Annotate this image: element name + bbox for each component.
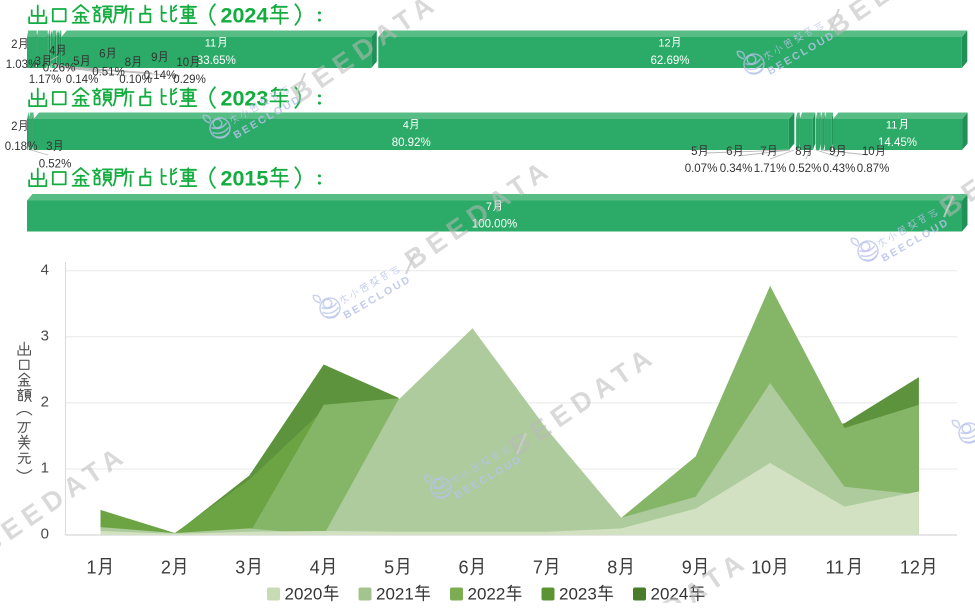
svg-text:8: 8 (125, 57, 131, 69)
svg-text:11: 11 (826, 557, 845, 577)
svg-text:0.52%: 0.52% (39, 159, 72, 171)
svg-text:0.18%: 0.18% (5, 141, 38, 153)
svg-text:11: 11 (886, 119, 897, 131)
svg-text:0.26%: 0.26% (43, 63, 76, 75)
svg-text:7: 7 (486, 201, 492, 213)
svg-text:3: 3 (46, 141, 52, 153)
svg-text:1.71%: 1.71% (754, 163, 787, 175)
svg-text:0.14%: 0.14% (144, 70, 177, 82)
svg-text:2024: 2024 (221, 4, 269, 28)
svg-text:1: 1 (41, 460, 49, 477)
svg-text:0: 0 (41, 526, 49, 543)
svg-text:2: 2 (11, 121, 17, 133)
svg-text:2: 2 (41, 394, 49, 411)
svg-text:33.65%: 33.65% (197, 55, 236, 67)
svg-text:3: 3 (235, 557, 245, 577)
svg-text:2023: 2023 (559, 585, 597, 604)
svg-text:5: 5 (691, 146, 697, 158)
svg-text:7: 7 (533, 557, 543, 577)
svg-text:8: 8 (795, 146, 801, 158)
svg-text:62.69%: 62.69% (651, 55, 690, 67)
svg-text:2021: 2021 (376, 585, 414, 604)
svg-text:7: 7 (760, 146, 766, 158)
svg-text:80.92%: 80.92% (392, 137, 431, 149)
svg-text:0.07%: 0.07% (685, 163, 718, 175)
svg-text:2020: 2020 (285, 585, 323, 604)
svg-text:9: 9 (682, 557, 692, 577)
svg-text:2: 2 (161, 557, 171, 577)
svg-text:4: 4 (310, 557, 320, 577)
svg-text:100.00%: 100.00% (472, 219, 517, 231)
svg-text:2023: 2023 (221, 87, 269, 111)
svg-text:0.10%: 0.10% (119, 74, 152, 86)
svg-text:14.45%: 14.45% (878, 137, 917, 149)
svg-text:8: 8 (607, 557, 617, 577)
svg-text:10: 10 (862, 146, 875, 158)
svg-text:4: 4 (403, 119, 409, 131)
svg-text:6: 6 (99, 49, 105, 61)
svg-text:2024: 2024 (651, 585, 689, 604)
svg-text:1.03%: 1.03% (6, 59, 39, 71)
svg-text:2022: 2022 (468, 585, 506, 604)
svg-text:12: 12 (900, 557, 920, 577)
svg-text:1: 1 (87, 557, 97, 577)
svg-text:4: 4 (41, 261, 49, 278)
svg-text:4: 4 (49, 46, 56, 58)
svg-text:0.87%: 0.87% (857, 163, 890, 175)
svg-text:5: 5 (384, 557, 394, 577)
svg-text:0.29%: 0.29% (173, 74, 206, 86)
svg-text:9: 9 (829, 146, 835, 158)
svg-text:2: 2 (11, 39, 17, 51)
svg-text:0.43%: 0.43% (823, 163, 856, 175)
svg-text:0.34%: 0.34% (720, 163, 753, 175)
svg-text:12: 12 (658, 37, 670, 49)
svg-text:6: 6 (726, 146, 732, 158)
svg-text:3: 3 (41, 327, 49, 344)
svg-text:1.17%: 1.17% (29, 74, 62, 86)
svg-text:11: 11 (205, 37, 216, 49)
svg-text:5: 5 (73, 56, 79, 68)
svg-text:0.52%: 0.52% (789, 163, 822, 175)
svg-text:2015: 2015 (221, 167, 269, 191)
svg-text:3: 3 (35, 56, 41, 68)
svg-text:0.51%: 0.51% (92, 67, 125, 79)
svg-text:10: 10 (176, 57, 189, 69)
svg-text:10: 10 (751, 557, 771, 577)
svg-text:0.14%: 0.14% (66, 74, 99, 86)
svg-text:9: 9 (151, 52, 157, 64)
svg-text:6: 6 (459, 557, 469, 577)
